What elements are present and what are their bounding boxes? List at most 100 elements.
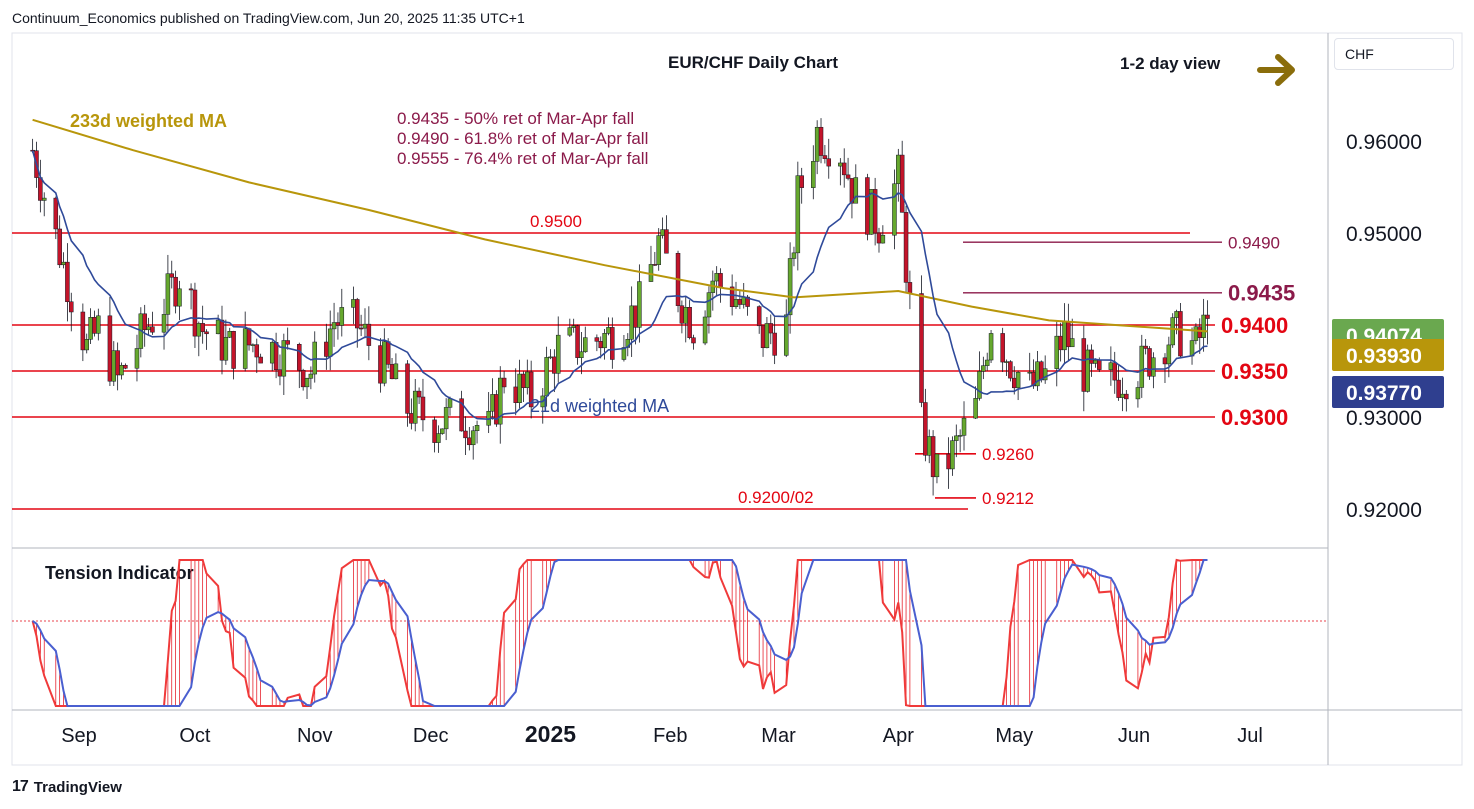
candle <box>950 436 955 476</box>
candle <box>494 390 499 427</box>
price-tick-label: 0.92000 <box>1346 499 1422 522</box>
tradingview-brand: ⁠17 TradingView <box>12 778 122 796</box>
candle <box>498 366 503 444</box>
candle-body <box>393 363 399 380</box>
candle-body <box>308 373 314 379</box>
candle <box>69 292 74 332</box>
candle <box>53 196 59 240</box>
candle-body <box>811 161 816 188</box>
candle-body <box>865 177 870 235</box>
candle <box>250 343 256 353</box>
candle-body <box>973 398 978 419</box>
candle-body <box>192 289 198 337</box>
tension-slow-line <box>32 559 1208 707</box>
candle-body <box>664 229 669 254</box>
candle-body <box>513 386 518 403</box>
level-label: 0.9300 <box>1221 405 1288 430</box>
candle <box>714 266 719 296</box>
candle-body <box>405 363 410 414</box>
candle <box>756 305 762 334</box>
time-tick-label: Oct <box>179 725 211 747</box>
candle <box>783 299 789 358</box>
candle <box>984 352 990 371</box>
candle <box>814 120 820 175</box>
time-tick-label: Mar <box>761 725 796 747</box>
candle <box>389 357 395 380</box>
candle <box>393 353 399 380</box>
candle <box>656 228 661 271</box>
candle-body <box>1015 372 1021 389</box>
candle-body <box>706 292 712 318</box>
candle <box>61 252 66 269</box>
candle <box>675 250 681 313</box>
candle-body <box>652 264 658 266</box>
candle-body <box>351 299 356 308</box>
candle <box>880 225 886 244</box>
candle-body <box>1062 321 1067 351</box>
candle-body <box>362 323 368 329</box>
ma233-line <box>32 118 1208 333</box>
price-badge: 0.93930 <box>1332 339 1444 371</box>
candle-body <box>756 306 762 327</box>
candle <box>1008 360 1013 382</box>
candle <box>1147 346 1152 380</box>
candle <box>355 297 360 348</box>
time-tick-label: Dec <box>413 725 449 747</box>
candle <box>57 215 62 269</box>
candle-body <box>277 369 283 377</box>
candle-body <box>223 337 229 361</box>
candle <box>907 270 913 310</box>
candle-body <box>119 364 124 376</box>
ma21-label: 21d weighted MA <box>530 396 669 416</box>
candle <box>872 177 878 246</box>
candle-body <box>1039 361 1044 381</box>
candle-body <box>702 316 708 344</box>
candle <box>899 140 905 213</box>
candle <box>683 296 689 343</box>
candle <box>818 118 824 164</box>
candle-body <box>385 341 391 365</box>
candle <box>111 341 117 387</box>
fib-note: 0.9435 - 50% ret of Mar-Apr fall <box>397 109 634 128</box>
candle-body <box>297 344 302 371</box>
price-tick-label: 0.95000 <box>1346 223 1422 246</box>
candle-body <box>1012 377 1017 389</box>
candle <box>412 378 418 432</box>
candle <box>1151 352 1156 389</box>
candle <box>637 264 642 343</box>
candle-body <box>637 281 642 328</box>
candle-body <box>544 357 549 397</box>
candle-body <box>88 317 93 340</box>
candle <box>791 246 797 267</box>
candle-body <box>1139 345 1145 388</box>
candle <box>602 328 607 360</box>
candle <box>459 390 464 432</box>
candle-body <box>490 394 495 412</box>
candle-body <box>327 328 333 357</box>
candle <box>957 429 963 453</box>
candle-body <box>250 344 256 346</box>
candle <box>903 205 909 293</box>
candle <box>416 387 422 404</box>
candle-body <box>53 197 59 230</box>
candle-body <box>1201 314 1206 338</box>
tension-fast-line <box>31 558 1208 707</box>
candle-body <box>869 189 874 235</box>
candle <box>1143 338 1148 355</box>
candle <box>841 148 847 188</box>
candle-body <box>231 331 236 369</box>
candle <box>1120 377 1125 412</box>
candle-body <box>571 325 576 328</box>
time-tick-label: Sep <box>61 725 97 747</box>
candle-body <box>335 322 341 326</box>
candle-body <box>474 425 480 432</box>
view-label: 1-2 day view <box>1120 54 1221 73</box>
candle-body <box>907 282 913 294</box>
candle <box>150 311 155 335</box>
currency-selector[interactable]: CHF <box>1334 38 1454 70</box>
candle <box>200 305 205 344</box>
candle-body <box>331 322 337 330</box>
candle <box>470 426 476 460</box>
time-tick-label: May <box>995 725 1033 747</box>
